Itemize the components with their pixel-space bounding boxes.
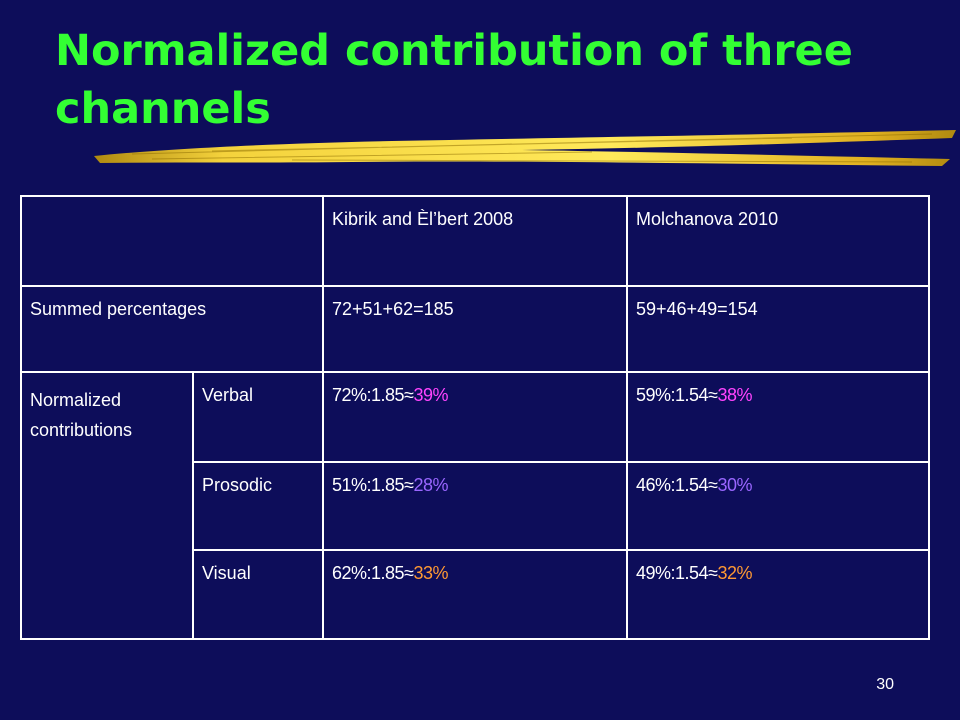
visual-molchanova-cell: 49%:1.54≈32%	[626, 549, 930, 640]
contribution-table: Kibrik and Èl’bert 2008 Molchanova 2010 …	[20, 195, 930, 640]
summed-percentages-label: Summed percentages	[20, 285, 324, 373]
verbal-molchanova-expression: 59%:1.54≈	[636, 385, 718, 405]
verbal-molchanova-cell: 59%:1.54≈38%	[626, 371, 930, 463]
prosodic-kibrik-result: 28%	[413, 475, 448, 495]
normalized-label-line-1: Normalized	[30, 390, 122, 410]
channel-label-visual: Visual	[192, 549, 324, 640]
verbal-kibrik-expression: 72%:1.85≈	[332, 385, 414, 405]
normalized-label-line-2: contributions	[30, 420, 133, 440]
channel-label-prosodic: Prosodic	[192, 461, 324, 551]
column-header-kibrik: Kibrik and Èl’bert 2008	[322, 195, 628, 287]
table-corner-cell	[20, 195, 324, 287]
prosodic-molchanova-expression: 46%:1.54≈	[636, 475, 718, 495]
brush-stroke-divider	[94, 130, 956, 166]
verbal-molchanova-result: 38%	[717, 385, 752, 405]
table-row: Visual 62%:1.85≈33% 49%:1.54≈32%	[21, 549, 930, 640]
verbal-kibrik-result: 39%	[413, 385, 448, 405]
table-row: Normalized contributions Verbal 72%:1.85…	[20, 371, 930, 640]
prosodic-molchanova-cell: 46%:1.54≈30%	[626, 461, 930, 551]
column-header-molchanova: Molchanova 2010	[626, 195, 930, 287]
summed-percentages-row: Summed percentages 72+51+62=185 59+46+49…	[20, 285, 930, 373]
summed-value-molchanova: 59+46+49=154	[626, 285, 930, 373]
normalized-contributions-label: Normalized contributions	[20, 371, 194, 640]
table-row: Prosodic 51%:1.85≈28% 46%:1.54≈30%	[21, 461, 930, 551]
page-number: 30	[876, 676, 894, 693]
slide-title: Normalized contribution of three channel…	[55, 26, 853, 134]
visual-kibrik-cell: 62%:1.85≈33%	[322, 549, 628, 640]
channel-label-verbal: Verbal	[192, 371, 324, 463]
verbal-kibrik-cell: 72%:1.85≈39%	[322, 371, 628, 463]
visual-molchanova-result: 32%	[717, 563, 752, 583]
visual-kibrik-result: 33%	[413, 563, 448, 583]
prosodic-kibrik-expression: 51%:1.85≈	[332, 475, 414, 495]
visual-molchanova-expression: 49%:1.54≈	[636, 563, 718, 583]
visual-kibrik-expression: 62%:1.85≈	[332, 563, 414, 583]
prosodic-molchanova-result: 30%	[717, 475, 752, 495]
summed-value-kibrik: 72+51+62=185	[322, 285, 628, 373]
table-header-row: Kibrik and Èl’bert 2008 Molchanova 2010	[20, 195, 930, 287]
prosodic-kibrik-cell: 51%:1.85≈28%	[322, 461, 628, 551]
